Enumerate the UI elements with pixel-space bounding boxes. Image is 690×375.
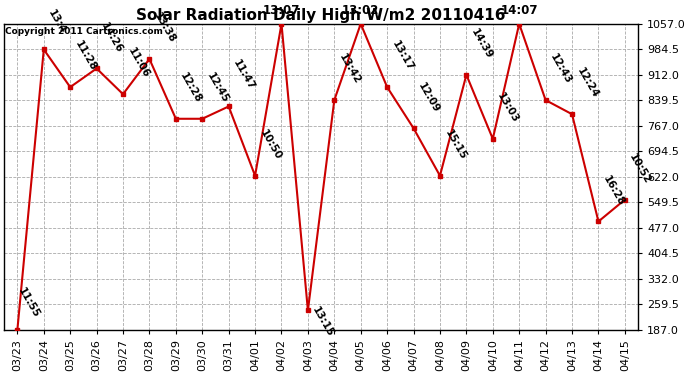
Text: 14:39: 14:39: [469, 27, 494, 61]
Text: 14:26: 14:26: [99, 21, 124, 54]
Text: 11:55: 11:55: [16, 286, 41, 319]
Text: 15:15: 15:15: [442, 128, 468, 162]
Text: 12:45: 12:45: [205, 71, 230, 105]
Text: 13:4: 13:4: [46, 8, 68, 35]
Text: 11:47: 11:47: [231, 58, 257, 92]
Text: 14:07: 14:07: [500, 4, 538, 17]
Text: 12:09: 12:09: [416, 81, 442, 114]
Text: 11:06: 11:06: [126, 46, 151, 80]
Text: 13:17: 13:17: [390, 39, 415, 73]
Text: 11:28: 11:28: [73, 39, 98, 73]
Text: 10:50: 10:50: [258, 128, 283, 162]
Title: Solar Radiation Daily High W/m2 20110416: Solar Radiation Daily High W/m2 20110416: [137, 8, 506, 22]
Text: 12:28: 12:28: [179, 71, 204, 105]
Text: 13:02: 13:02: [342, 4, 380, 17]
Text: 13:42: 13:42: [337, 52, 362, 86]
Text: 13:38: 13:38: [152, 11, 177, 45]
Text: 13:03: 13:03: [495, 91, 521, 125]
Text: 13:07: 13:07: [263, 4, 300, 17]
Text: 12:24: 12:24: [575, 66, 600, 100]
Text: 12:43: 12:43: [549, 52, 573, 86]
Text: 16:28: 16:28: [601, 174, 627, 207]
Text: Copyright 2011 Cartronics.com: Copyright 2011 Cartronics.com: [6, 27, 164, 36]
Text: 10:52: 10:52: [627, 152, 653, 186]
Text: 13:15: 13:15: [310, 305, 336, 339]
